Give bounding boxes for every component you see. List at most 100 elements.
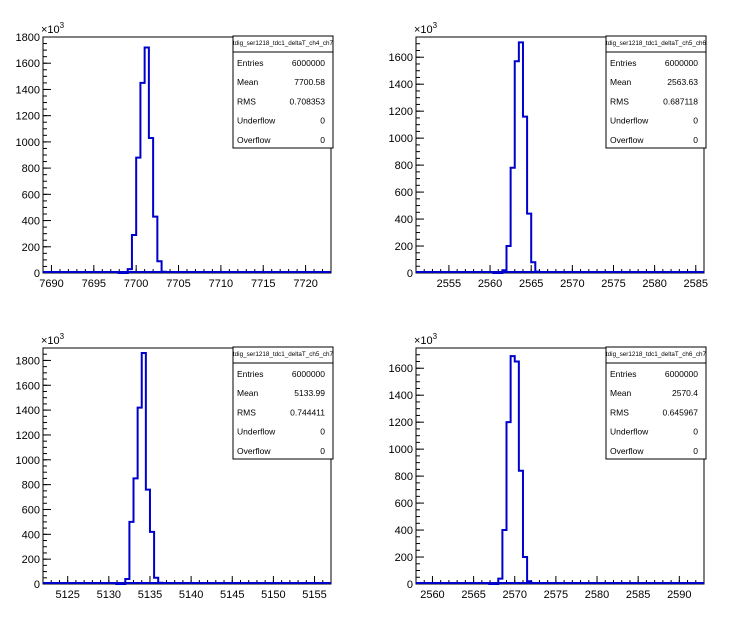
- stats-value: 0.687118: [663, 96, 698, 106]
- x-tick-label: 7695: [82, 278, 106, 290]
- stats-value: 7700.58: [294, 77, 325, 87]
- y-exponent-base: ×10: [41, 335, 60, 347]
- y-exponent-label: ×103: [414, 332, 438, 347]
- y-exponent-power: 3: [433, 21, 438, 30]
- y-tick-label: 400: [22, 216, 40, 228]
- y-tick-label: 400: [395, 525, 413, 537]
- y-minor-ticks: [416, 347, 420, 585]
- y-exponent-label: ×103: [414, 21, 438, 36]
- x-tick-label: 2575: [601, 278, 625, 290]
- y-tick-label: 1600: [389, 363, 413, 375]
- x-tick-label: 2560: [420, 589, 444, 601]
- histogram-bins: [125, 353, 162, 584]
- stats-label: Mean: [237, 388, 259, 398]
- x-tick-label: 5150: [261, 589, 285, 601]
- y-tick-label: 800: [22, 163, 40, 175]
- y-tick-label: 1200: [16, 111, 40, 123]
- stats-box-title: tdig_ser1218_tdc1_deltaT_ch6_ch7: [606, 351, 707, 358]
- y-exponent-base: ×10: [414, 24, 433, 36]
- y-exponent-power: 3: [60, 21, 65, 30]
- y-tick-label: 1200: [16, 430, 40, 442]
- stats-box: tdig_ser1218_tdc1_deltaT_ch6_ch7 Entries 6…: [605, 346, 707, 460]
- y-tick-label: 1200: [389, 106, 413, 118]
- y-tick-label: 1000: [16, 455, 40, 467]
- x-tick-label: 2585: [684, 278, 708, 290]
- stats-box-title: tdig_ser1218_tdc1_deltaT_ch5_ch7: [233, 351, 334, 358]
- y-tick-label: 1600: [16, 58, 40, 70]
- stats-value: 6000000: [665, 369, 698, 379]
- y-tick-label: 1400: [16, 405, 40, 417]
- x-tick-label: 2565: [461, 589, 485, 601]
- y-exponent-label: ×103: [41, 21, 65, 36]
- stats-label: Entries: [610, 369, 636, 379]
- stats-box-title: tdig_ser1218_tdc1_deltaT_ch5_ch6: [606, 40, 707, 47]
- stats-value: 6000000: [292, 369, 325, 379]
- stats-label: Mean: [237, 77, 259, 87]
- x-tick-label: 7720: [293, 278, 317, 290]
- y-tick-label: 800: [22, 480, 40, 492]
- y-tick-label: 200: [22, 242, 40, 254]
- histogram-panel-2: 2555 2560 2565 2570 2575 2580 2585 0 200 400 600 80…: [389, 21, 708, 290]
- x-tick-label: 2590: [667, 589, 691, 601]
- x-tick-label: 5125: [55, 589, 79, 601]
- y-tick-label: 200: [395, 241, 413, 253]
- y-minor-ticks: [416, 36, 420, 274]
- stats-box: tdig_ser1218_tdc1_deltaT_ch5_ch7 Entries 6…: [232, 346, 334, 460]
- y-tick-label: 1600: [16, 380, 40, 392]
- y-tick-label: 0: [34, 579, 40, 591]
- stats-label: Underflow: [610, 427, 649, 437]
- y-exponent-power: 3: [433, 332, 438, 341]
- histogram-bins: [502, 42, 539, 273]
- stats-value: 0.744411: [290, 407, 325, 417]
- x-tick-label: 7715: [251, 278, 275, 290]
- y-tick-label: 200: [395, 552, 413, 564]
- y-tick-label: 0: [34, 268, 40, 280]
- stats-value: 2570.4: [672, 388, 698, 398]
- stats-value: 0: [320, 427, 325, 437]
- x-tick-label: 2570: [560, 278, 584, 290]
- stats-label: Overflow: [237, 135, 271, 145]
- stats-box: tdig_ser1218_tdc1_deltaT_ch5_ch6 Entries 6…: [605, 35, 707, 149]
- x-tick-label: 5155: [302, 589, 326, 601]
- histogram-outline: [117, 46, 167, 274]
- histogram-outline: [492, 41, 541, 274]
- x-tick-label: 5135: [138, 589, 162, 601]
- stats-box-title: tdig_ser1218_tdc1_deltaT_ch4_ch7: [233, 40, 334, 47]
- y-tick-label: 1000: [389, 133, 413, 145]
- x-tick-label: 7700: [124, 278, 148, 290]
- stats-label: Mean: [610, 77, 632, 87]
- y-tick-label: 800: [395, 471, 413, 483]
- y-tick-label: 1000: [389, 444, 413, 456]
- stats-box-frame: [605, 346, 707, 460]
- x-tick-label: 7710: [209, 278, 233, 290]
- stats-value: 0: [320, 135, 325, 145]
- y-tick-label: 0: [407, 268, 413, 280]
- stats-box-frame: [232, 35, 334, 149]
- y-exponent-base: ×10: [414, 335, 433, 347]
- stats-value: 5133.99: [294, 388, 325, 398]
- stats-label: Overflow: [610, 446, 644, 456]
- stats-value: 0: [693, 446, 698, 456]
- stats-label: Underflow: [237, 427, 276, 437]
- stats-value: 6000000: [665, 58, 698, 68]
- stats-value: 0: [693, 135, 698, 145]
- stats-label: Entries: [237, 58, 263, 68]
- x-tick-label: 2580: [585, 589, 609, 601]
- x-tick-label: 2585: [626, 589, 650, 601]
- x-tick-label: 7690: [39, 278, 63, 290]
- stats-label: Overflow: [610, 135, 644, 145]
- y-tick-label: 400: [22, 529, 40, 541]
- histogram-panel-4: 2560 2565 2570 2575 2580 2585 2590 0 200 400 600 80…: [389, 332, 707, 601]
- y-tick-label: 1600: [389, 52, 413, 64]
- x-tick-label: 5140: [179, 589, 203, 601]
- histogram-outline: [488, 355, 533, 585]
- y-tick-label: 1000: [16, 137, 40, 149]
- stats-label: Overflow: [237, 446, 271, 456]
- y-tick-label: 1400: [16, 84, 40, 96]
- stats-value: 0: [693, 116, 698, 126]
- y-minor-ticks: [43, 347, 47, 585]
- x-tick-label: 2570: [503, 589, 527, 601]
- y-minor-ticks: [43, 36, 47, 274]
- y-tick-label: 600: [22, 504, 40, 516]
